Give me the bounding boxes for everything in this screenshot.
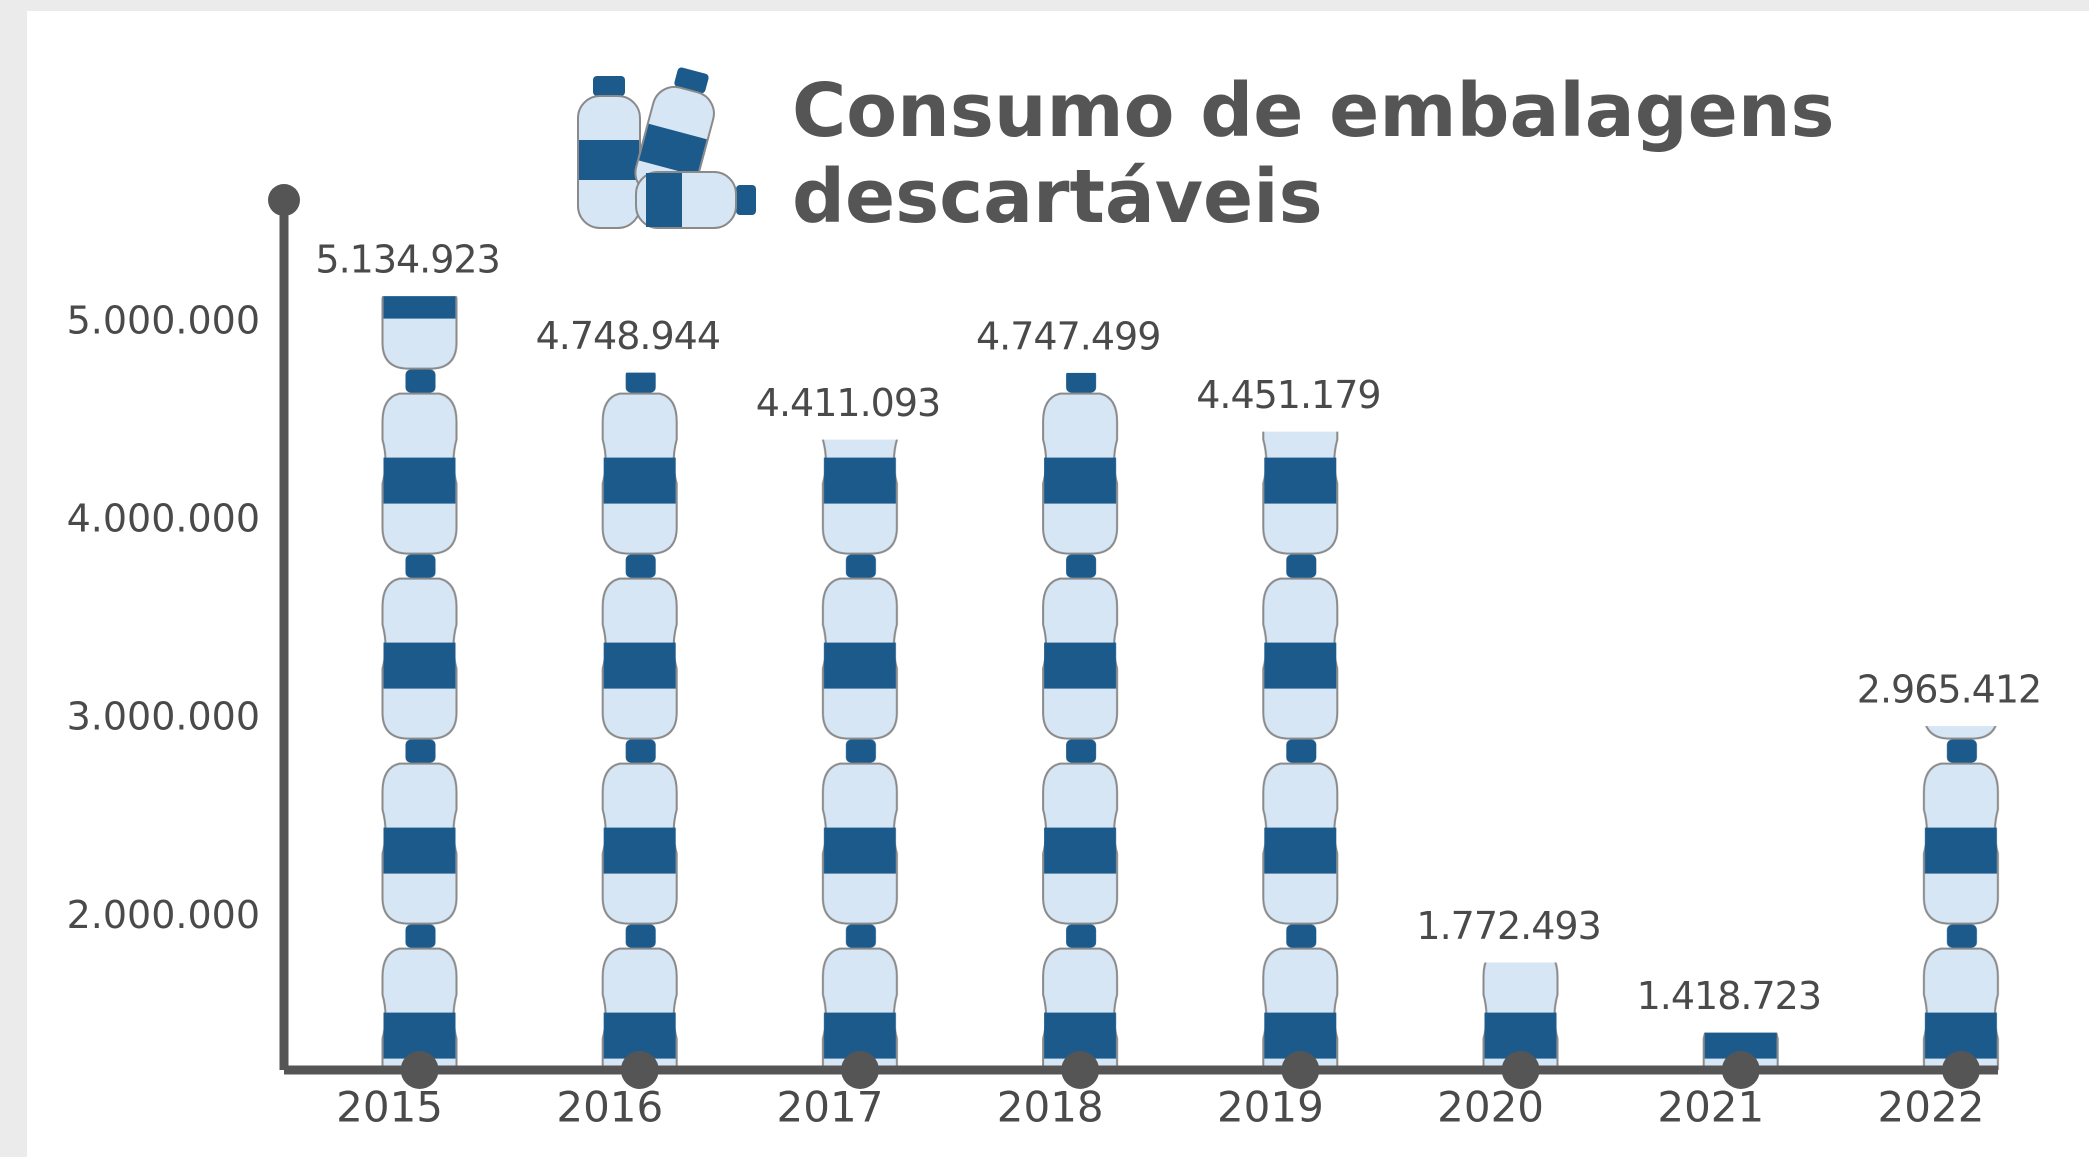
x-tick-label: 2016	[556, 1083, 663, 1132]
bar	[820, 439, 900, 1070]
bar	[1921, 726, 2001, 1070]
value-label: 4.451.179	[1196, 373, 1380, 417]
y-tick-label: 3.000.000	[67, 695, 260, 739]
x-tick-label: 2020	[1437, 1083, 1544, 1132]
x-tick-label: 2022	[1878, 1083, 1985, 1132]
chart-title: descartáveis	[792, 154, 1323, 240]
axis-dot	[1061, 1051, 1100, 1089]
axis-dot	[1721, 1051, 1760, 1089]
axis-dot	[1942, 1051, 1980, 1089]
value-label: 2.965.412	[1857, 668, 2041, 712]
value-label: 1.772.493	[1416, 904, 1600, 948]
y-tick-label: 5.000.000	[67, 298, 260, 342]
title-icon	[577, 67, 756, 229]
x-tick-label: 2015	[336, 1083, 443, 1132]
axis-cap	[268, 184, 300, 216]
x-tick-label: 2019	[1217, 1083, 1324, 1132]
x-tick-label: 2017	[777, 1083, 884, 1132]
axis-dot	[400, 1051, 439, 1089]
bar	[599, 372, 680, 1070]
y-tick-label: 4.000.000	[67, 497, 260, 541]
axis-dot	[1281, 1051, 1320, 1089]
value-label: 4.411.093	[756, 381, 940, 425]
value-label: 5.134.923	[315, 238, 499, 282]
y-tick-label: 2.000.000	[67, 893, 260, 937]
bar	[379, 296, 460, 1070]
axis-dot	[620, 1051, 659, 1089]
bar	[1260, 431, 1341, 1070]
x-tick-label: 2021	[1657, 1083, 1764, 1132]
value-label: 4.747.499	[976, 314, 1160, 358]
axis-dot	[841, 1051, 879, 1089]
bar	[1040, 372, 1121, 1070]
axis-dot	[1501, 1051, 1540, 1089]
value-label: 1.418.723	[1637, 974, 1821, 1018]
x-tick-label: 2018	[997, 1083, 1104, 1132]
value-label: 4.748.944	[536, 314, 720, 358]
chart-title: Consumo de embalagens	[792, 68, 1835, 154]
